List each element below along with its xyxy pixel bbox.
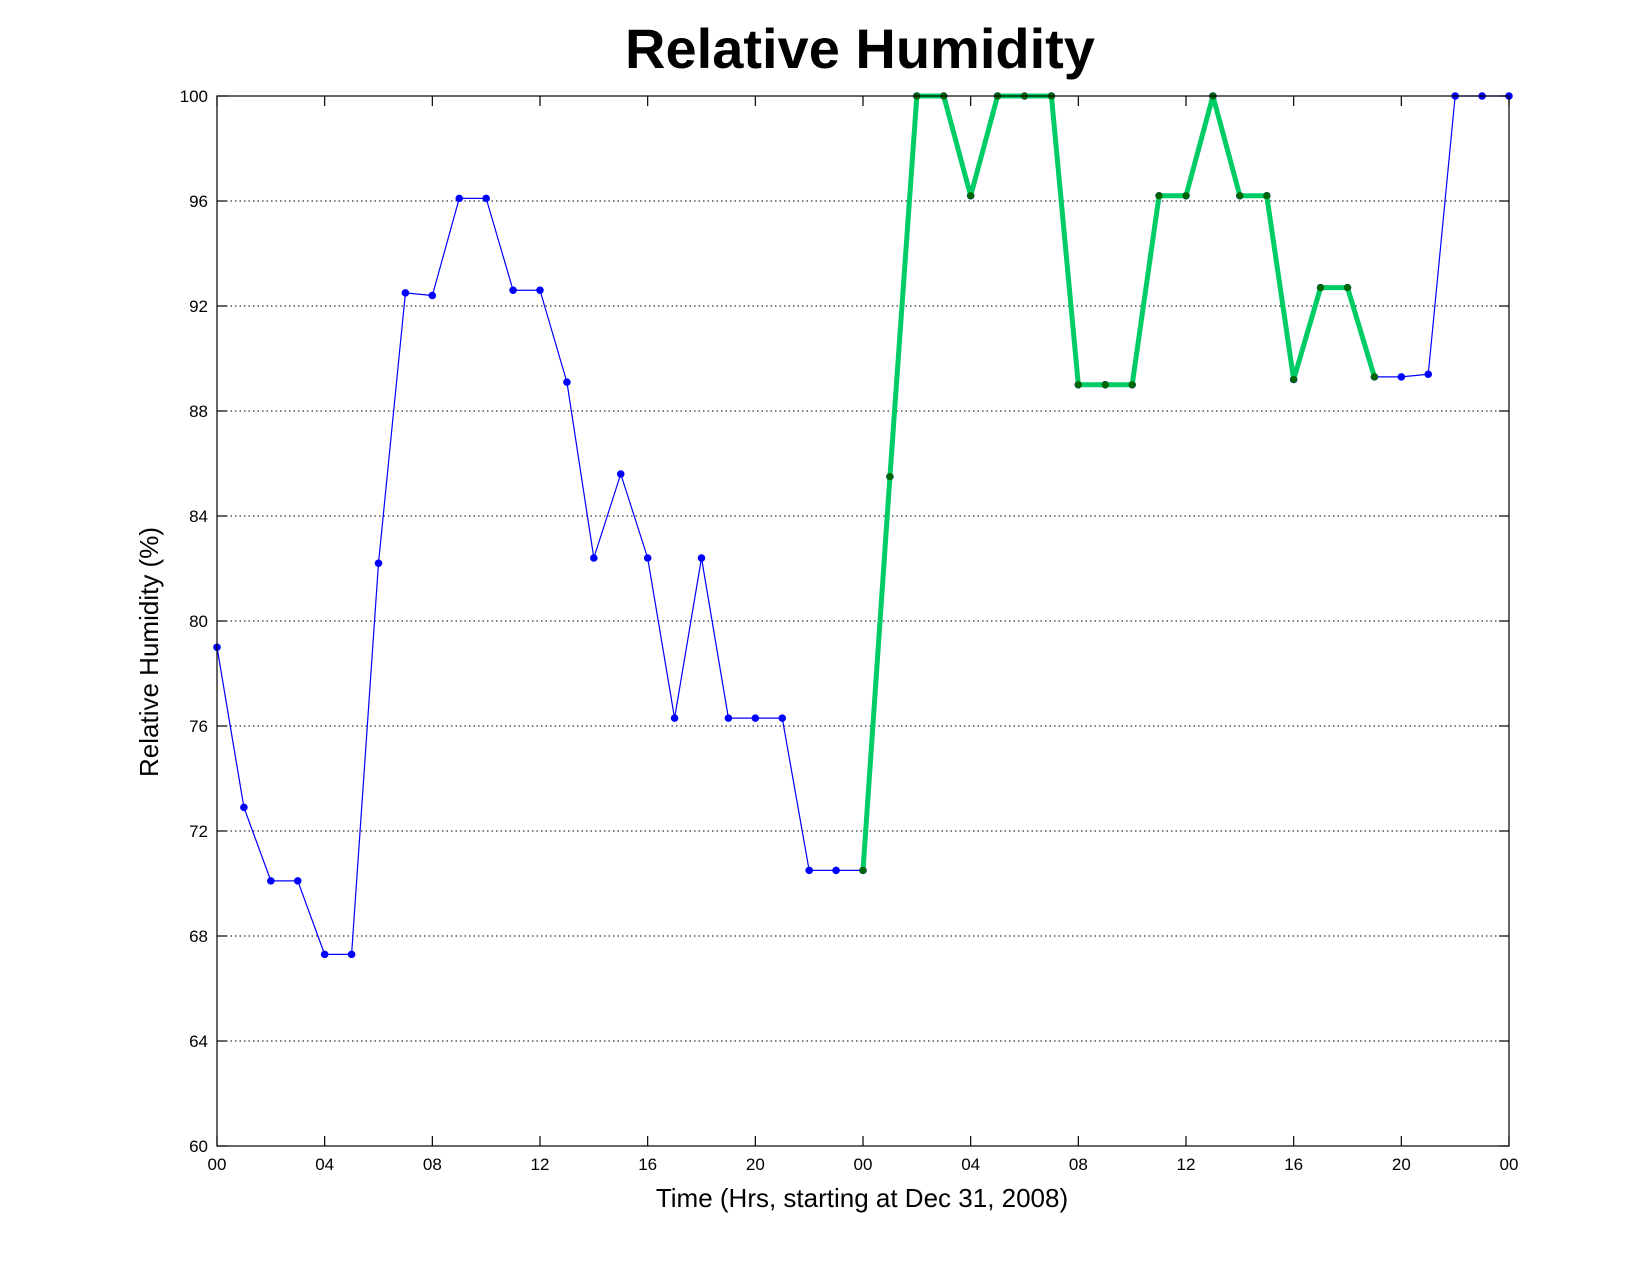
x-tick-label: 08: [1069, 1155, 1088, 1174]
x-tick-label: 20: [1392, 1155, 1411, 1174]
plot-frame: [216, 95, 1510, 1147]
series-1-point: [778, 714, 787, 722]
series-1-point: [401, 289, 410, 297]
y-tick-label: 72: [189, 822, 208, 841]
series-1-point: [320, 950, 329, 959]
x-tick-label: 04: [315, 1155, 334, 1174]
series-1-point: [240, 803, 248, 812]
x-tick-label: 16: [1284, 1155, 1303, 1174]
x-tick-label: 08: [423, 1155, 442, 1174]
series-1-point: [751, 714, 760, 722]
y-tick-label: 92: [189, 297, 208, 316]
x-tick-label: 16: [638, 1155, 657, 1174]
series-1-point: [805, 866, 813, 875]
chart-title: Relative Humidity: [625, 17, 1095, 80]
x-tick-label: 00: [854, 1155, 873, 1174]
x-tick-label: 20: [746, 1155, 765, 1174]
grid: [217, 200, 1509, 1042]
series-2-point: [1101, 381, 1109, 389]
series-1-point: [1397, 373, 1406, 381]
y-tick-label: 84: [189, 507, 208, 526]
series-1-point: [832, 866, 840, 875]
series-2-point: [1155, 192, 1163, 200]
series-1-point: [455, 194, 464, 203]
series-2-point: [1290, 375, 1298, 384]
ticks: 60 64 68 72 76 80 84 88 92 96 100 00 04 08 12 16 20 00 04 0…: [180, 87, 1519, 1174]
x-tick-label: 12: [531, 1155, 550, 1174]
series-2-point: [1236, 192, 1244, 200]
x-tick-label: 04: [961, 1155, 980, 1174]
y-tick-label: 100: [180, 87, 208, 106]
y-axis-label: Relative Humidity (%): [134, 527, 164, 777]
y-tick-label: 64: [189, 1032, 208, 1051]
y-tick-label: 80: [189, 612, 208, 631]
series-1-point: [1424, 370, 1433, 379]
series-1-point: [428, 291, 437, 300]
y-tick-label: 68: [189, 927, 208, 946]
series-2-point: [859, 866, 867, 874]
y-tick-label: 88: [189, 402, 208, 421]
series-line-2: [860, 93, 1377, 873]
series-2-point: [967, 192, 975, 200]
x-tick-label: 12: [1177, 1155, 1196, 1174]
series-1-point: [724, 714, 733, 722]
series-1-point: [643, 554, 652, 562]
series-1-point: [616, 470, 625, 478]
series-line-1: [216, 95, 1510, 955]
series-1-point: [563, 378, 571, 386]
series-1-point: [293, 877, 302, 885]
series-1-point: [590, 554, 598, 562]
series-2-point: [1074, 381, 1082, 389]
series-1-point: [347, 950, 356, 959]
x-axis-label: Time (Hrs, starting at Dec 31, 2008): [656, 1183, 1068, 1213]
series-2-point: [1128, 381, 1136, 389]
series-1-point: [267, 877, 275, 885]
series-2-point: [1343, 284, 1352, 292]
y-tick-label: 60: [189, 1137, 208, 1156]
series-2-point: [1263, 192, 1271, 200]
series-2-point: [886, 473, 894, 481]
y-tick-label: 96: [189, 192, 208, 211]
series-2-point: [1316, 284, 1325, 292]
series-1-point: [697, 554, 706, 562]
series-2-point: [1370, 373, 1379, 381]
x-tick-label: 00: [208, 1155, 227, 1174]
series-2-point: [1182, 192, 1190, 200]
series-group: [213, 92, 1513, 959]
series-1-point: [670, 714, 679, 722]
series-1-point: [482, 194, 490, 203]
series-1-point: [374, 559, 383, 568]
series-1-point: [509, 286, 517, 295]
x-tick-label: 00: [1500, 1155, 1519, 1174]
series-1-point: [536, 286, 544, 295]
y-tick-label: 76: [189, 717, 208, 736]
